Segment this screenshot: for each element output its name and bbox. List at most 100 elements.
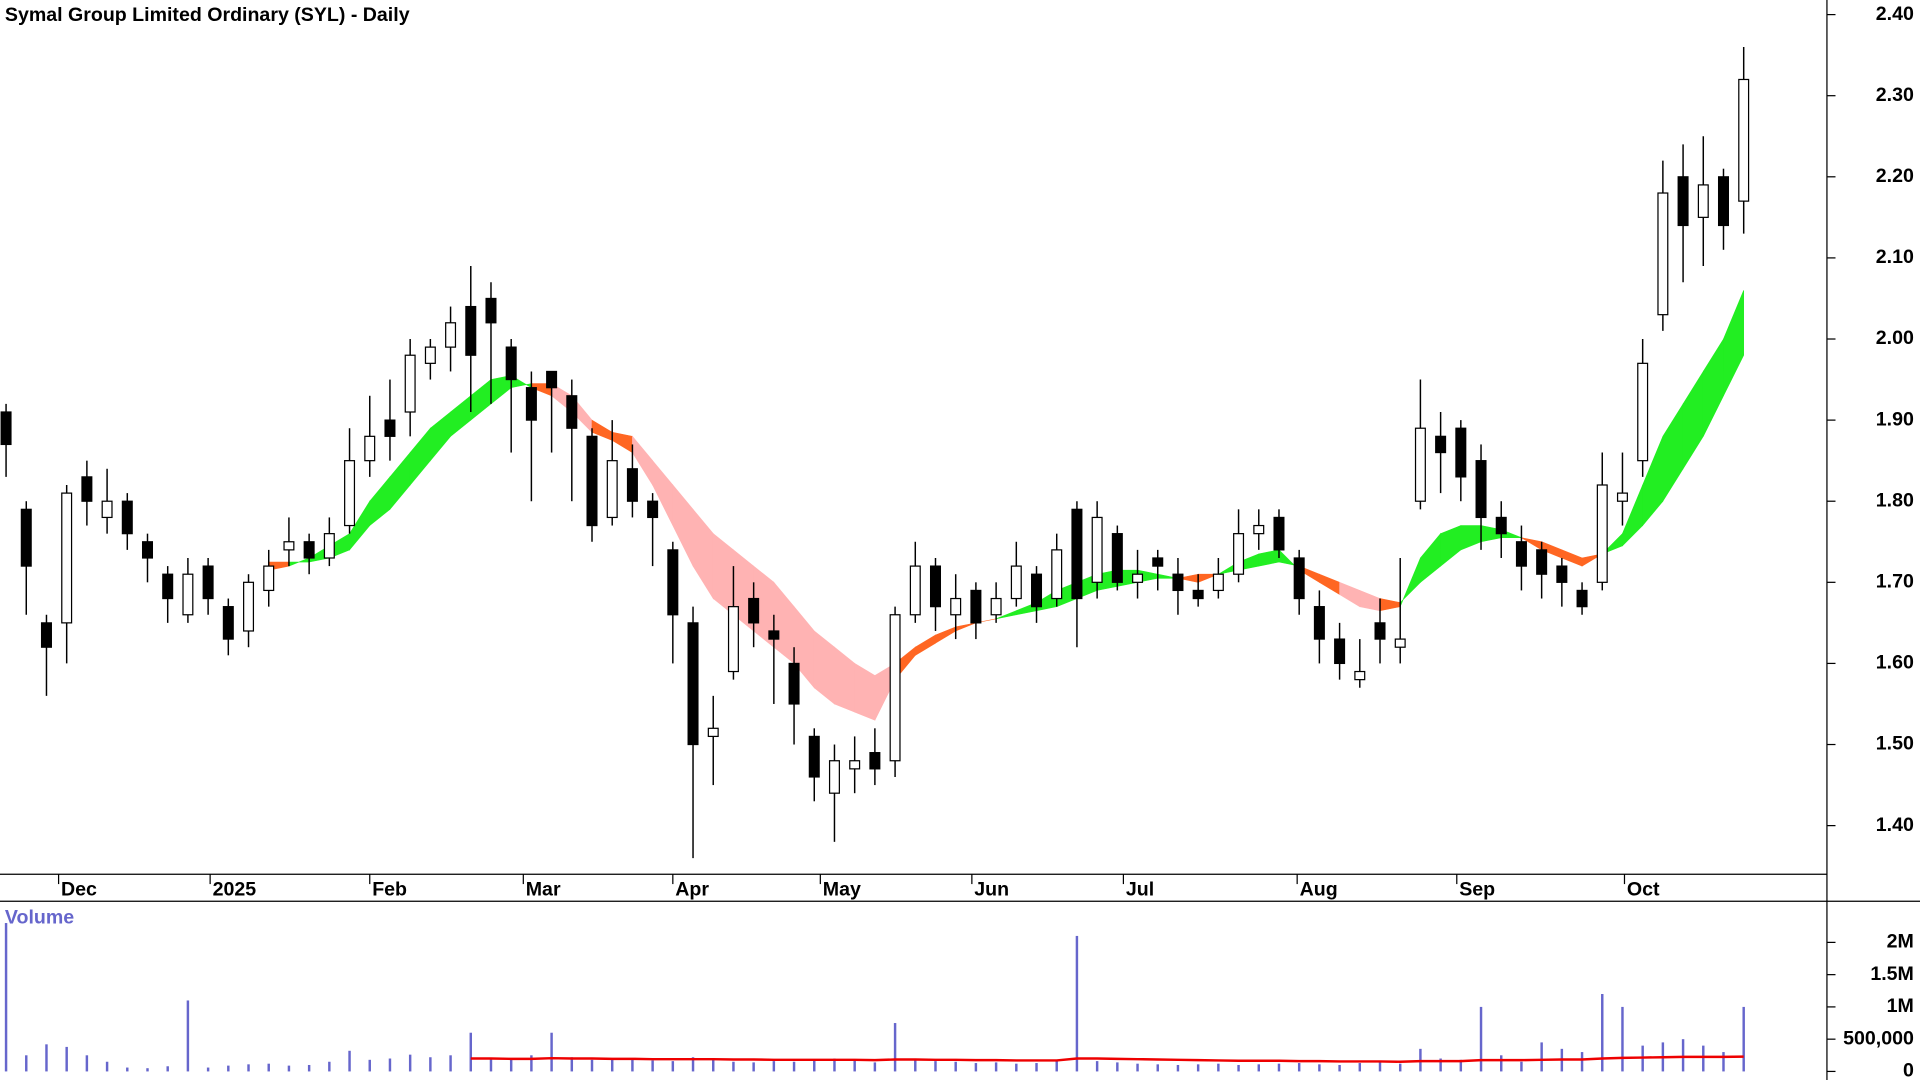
candle-body (768, 630, 780, 640)
x-tick-label: May (823, 878, 861, 900)
volume-bar (813, 1060, 816, 1072)
x-tick-label: Dec (61, 878, 97, 900)
candle-body (1455, 427, 1467, 478)
candle-body (1596, 484, 1608, 583)
candle-body (606, 460, 618, 519)
candle-body (525, 387, 537, 421)
candle-body (364, 435, 376, 462)
candle-body (808, 735, 820, 778)
candle-body (950, 597, 962, 616)
candle-body (909, 565, 921, 616)
y-tick-label: 1.70 (1876, 570, 1914, 592)
candle-body (1637, 362, 1649, 462)
volume-bar (186, 1000, 190, 1072)
volume-bar (126, 1067, 129, 1072)
volume-bar (1055, 1060, 1058, 1072)
volume-bar (671, 1061, 675, 1072)
volume-bar (1318, 1064, 1321, 1072)
candle-body (626, 468, 638, 502)
candle-body (1556, 565, 1568, 583)
candle-body (748, 597, 760, 624)
y-tick-label: 1.50 (1876, 733, 1914, 755)
candle-body (546, 370, 558, 389)
candle-body (586, 435, 598, 527)
volume-bar (4, 923, 8, 1072)
volume-bar (1500, 1055, 1503, 1072)
volume-bar (287, 1065, 291, 1072)
y-tick-label: 0 (1903, 1060, 1914, 1080)
volume-bar (105, 1061, 109, 1072)
y-tick-label: 1.40 (1876, 814, 1914, 836)
volume-bar (974, 1063, 978, 1072)
candle-body (1273, 516, 1285, 551)
volume-bar (651, 1060, 654, 1072)
volume-bar (712, 1059, 715, 1072)
volume-bar (1116, 1062, 1119, 1072)
y-tick-label: 2.00 (1876, 327, 1914, 349)
candle-body (101, 500, 113, 519)
candle-body (1334, 638, 1346, 665)
volume-bar (1621, 1006, 1624, 1072)
volume-bar (247, 1064, 250, 1072)
ribbon-segment (1723, 290, 1745, 396)
volume-bar (792, 1061, 796, 1072)
volume-bar (1378, 1061, 1382, 1072)
y-tick-label: 2.20 (1876, 165, 1914, 187)
volume-bar (1459, 1059, 1463, 1072)
volume-bar (1681, 1039, 1685, 1072)
candle-body (283, 541, 295, 551)
candle-body (505, 346, 517, 381)
candle-body (243, 581, 255, 632)
volume-bar (994, 1062, 998, 1072)
volume-bar (45, 1044, 48, 1072)
candle-body (303, 541, 315, 559)
candle-body (1233, 533, 1245, 575)
volume-bar (1540, 1042, 1543, 1072)
candle-body (61, 492, 73, 624)
x-tick-label: Sep (1459, 878, 1495, 900)
volume-bar (772, 1061, 776, 1072)
candle-body (1414, 427, 1426, 502)
candle-body (0, 411, 12, 446)
candle-body (1293, 557, 1305, 600)
volume-bar (1217, 1063, 1220, 1072)
candle-body (344, 460, 356, 527)
candle-body (929, 565, 942, 608)
x-tick-label: Feb (372, 878, 407, 900)
candle-body (1657, 192, 1669, 316)
volume-bar (25, 1055, 28, 1072)
candle-body (141, 541, 154, 559)
candle-body (121, 500, 133, 535)
volume-bar (1136, 1063, 1139, 1072)
candle-body (1576, 589, 1588, 608)
candle-body (1536, 549, 1548, 575)
chart-title: Symal Group Limited Ordinary (SYL) - Dai… (5, 4, 410, 26)
candle-body (1212, 573, 1224, 592)
y-tick-label: 1.60 (1876, 652, 1914, 674)
candle-body (1313, 606, 1325, 640)
volume-bar (267, 1063, 270, 1072)
y-tick-label: 1.80 (1876, 489, 1914, 511)
volume-bar (550, 1032, 553, 1072)
candle-body (990, 597, 1002, 616)
volume-bar (1075, 935, 1079, 1072)
volume-bar (954, 1061, 957, 1072)
volume-bar (1398, 1063, 1402, 1072)
ribbon-segment (1581, 553, 1603, 567)
candle-body (1132, 573, 1144, 583)
volume-bar (388, 1058, 392, 1072)
volume-bar (146, 1068, 149, 1072)
candle-body (1192, 589, 1204, 600)
volume-bar (1196, 1064, 1200, 1072)
volume-bar (509, 1059, 513, 1072)
candle-body (40, 622, 52, 648)
candle-body (222, 606, 234, 640)
volume-bar (1095, 1061, 1099, 1072)
x-tick-label: Jul (1126, 878, 1154, 900)
candle-body (727, 606, 739, 673)
volume-bar (590, 1059, 594, 1072)
volume-bar (934, 1061, 937, 1072)
volume-bar (1722, 1052, 1725, 1072)
volume-bar (348, 1050, 351, 1072)
